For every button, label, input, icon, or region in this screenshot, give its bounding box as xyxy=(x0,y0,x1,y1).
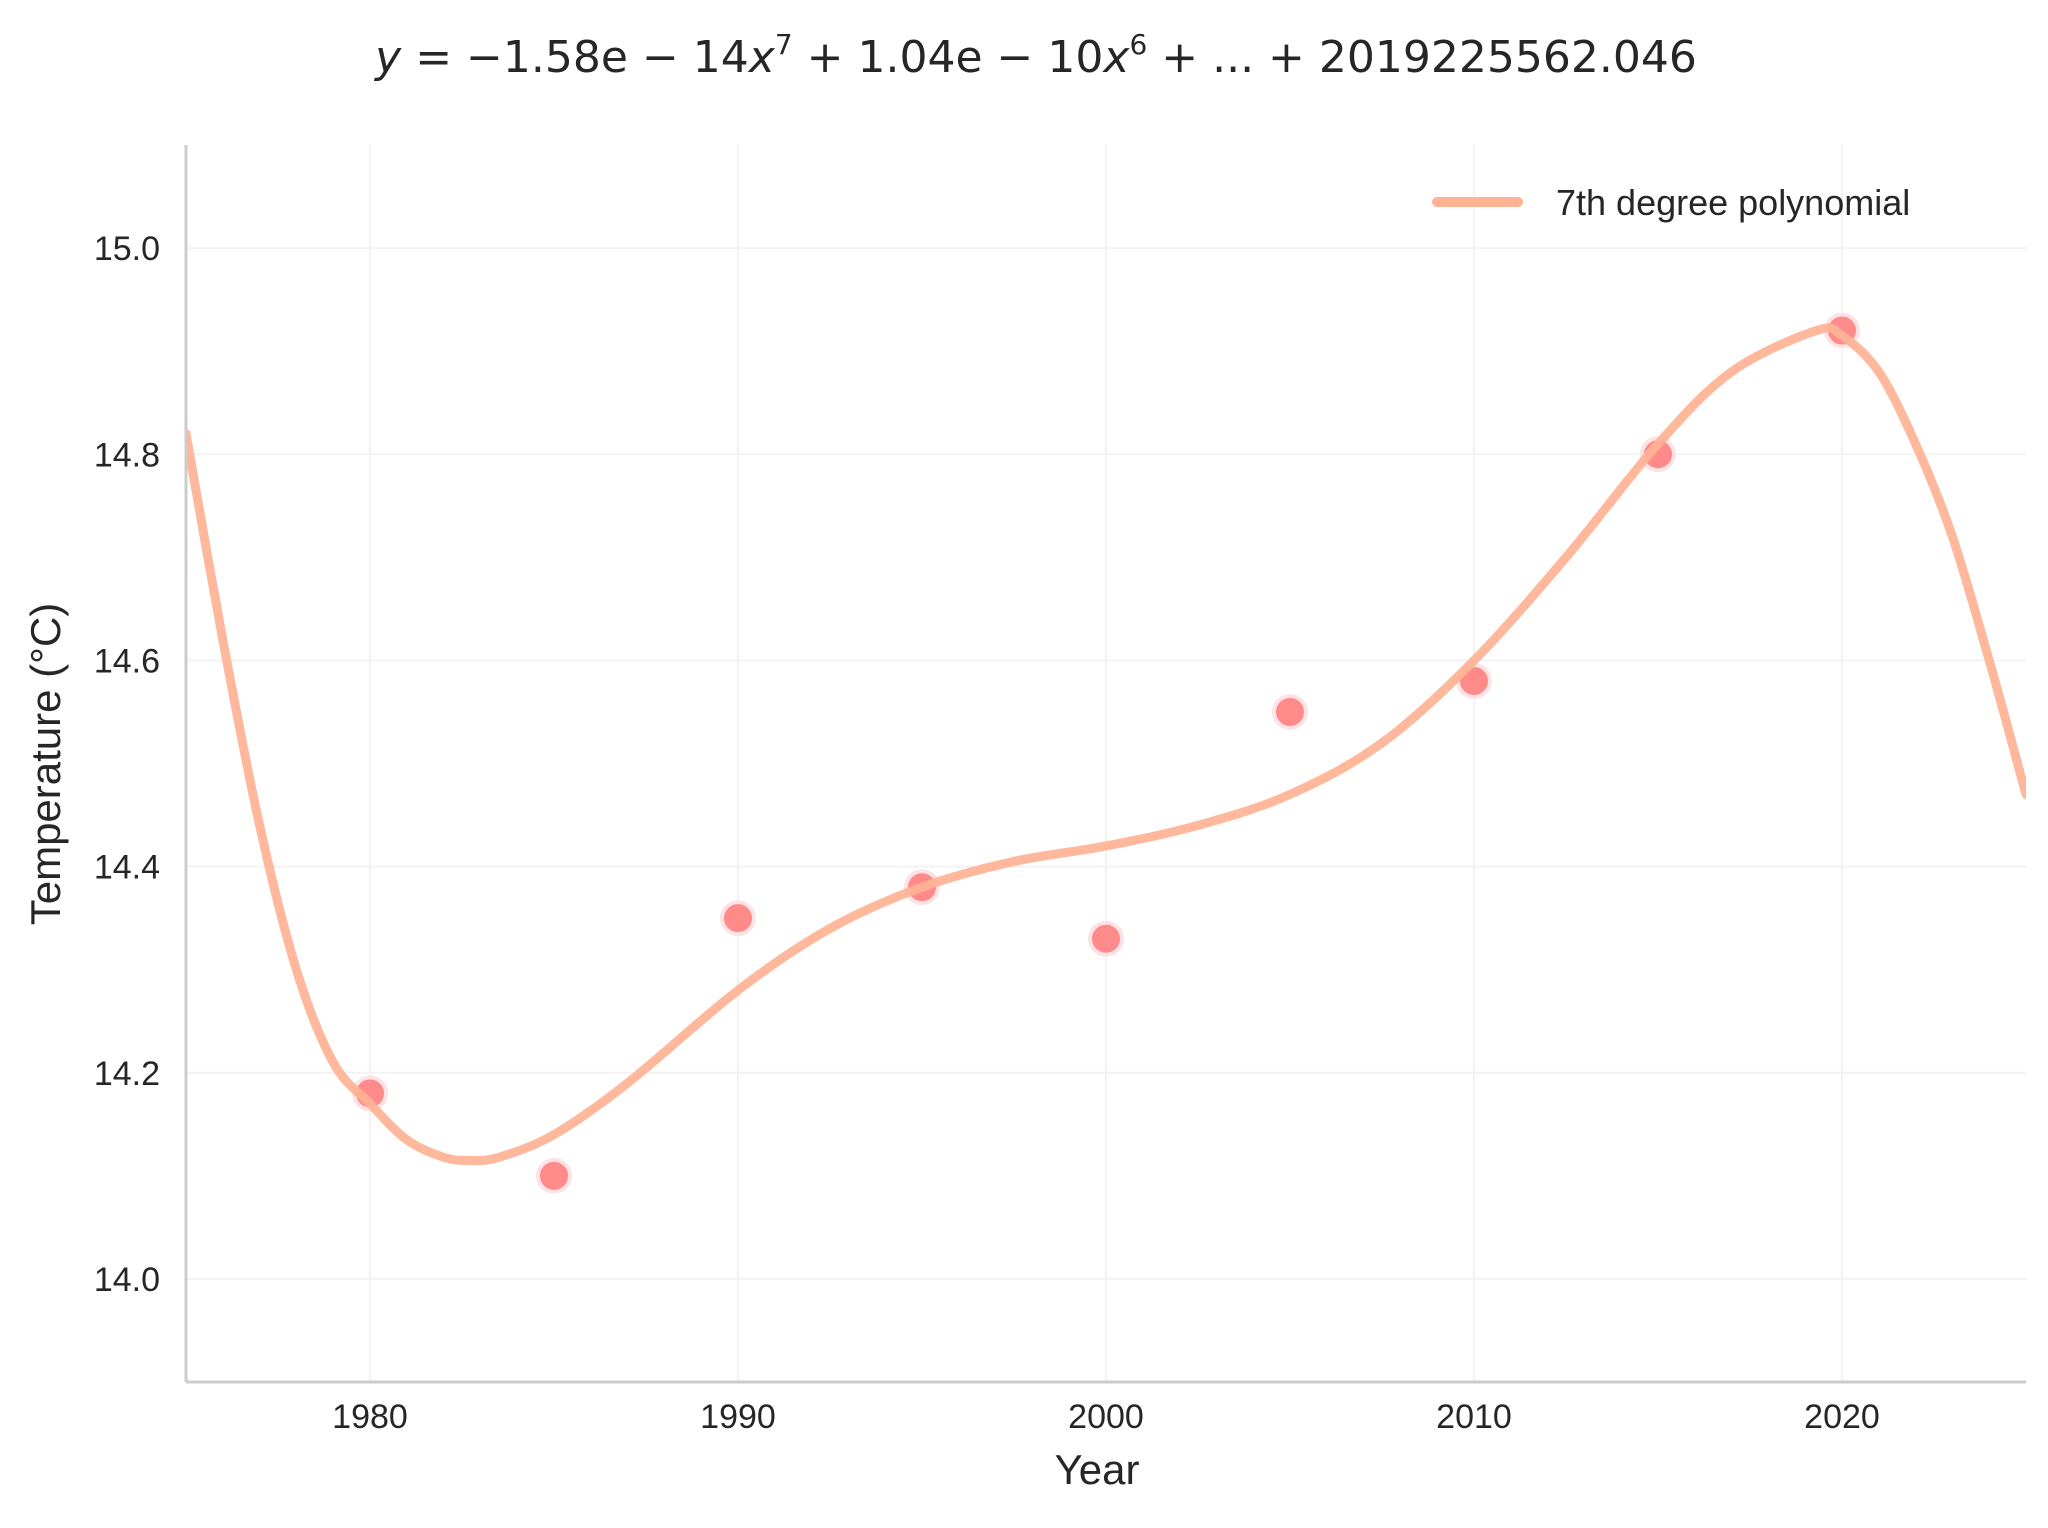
data-point xyxy=(536,1157,572,1194)
x-tick-label: 1990 xyxy=(700,1398,776,1436)
polynomial-line xyxy=(186,323,2026,1166)
data-point xyxy=(1272,693,1308,730)
x-tick-label: 2010 xyxy=(1436,1398,1512,1436)
y-tick-label: 14.4 xyxy=(94,849,160,887)
x-axis-label: Year xyxy=(1055,1446,1140,1493)
legend-label: 7th degree polynomial xyxy=(1556,182,1910,223)
y-axis-ticks: 14.0 14.2 14.4 14.6 14.8 15.0 xyxy=(94,230,160,1299)
x-axis-ticks: 1980 1990 2000 2010 2020 xyxy=(332,1398,1880,1436)
x-tick-label: 2020 xyxy=(1804,1398,1880,1436)
y-tick-label: 15.0 xyxy=(94,230,160,268)
y-tick-label: 14.8 xyxy=(94,436,160,474)
data-point xyxy=(720,900,756,937)
legend: 7th degree polynomial xyxy=(1432,182,1910,223)
y-tick-label: 14.2 xyxy=(94,1055,160,1093)
polynomial-curve xyxy=(186,323,2026,1166)
y-tick-label: 14.0 xyxy=(94,1261,160,1299)
x-tick-label: 2000 xyxy=(1068,1398,1144,1436)
grid-lines xyxy=(186,145,2026,1382)
x-tick-label: 1980 xyxy=(332,1398,408,1436)
y-axis-label: Temperature (°C) xyxy=(22,603,69,926)
chart-title: y = −1.58e − 14x7 + 1.04e − 10x6 + ... +… xyxy=(373,28,1697,83)
data-point xyxy=(1088,920,1124,957)
y-tick-label: 14.6 xyxy=(94,642,160,680)
